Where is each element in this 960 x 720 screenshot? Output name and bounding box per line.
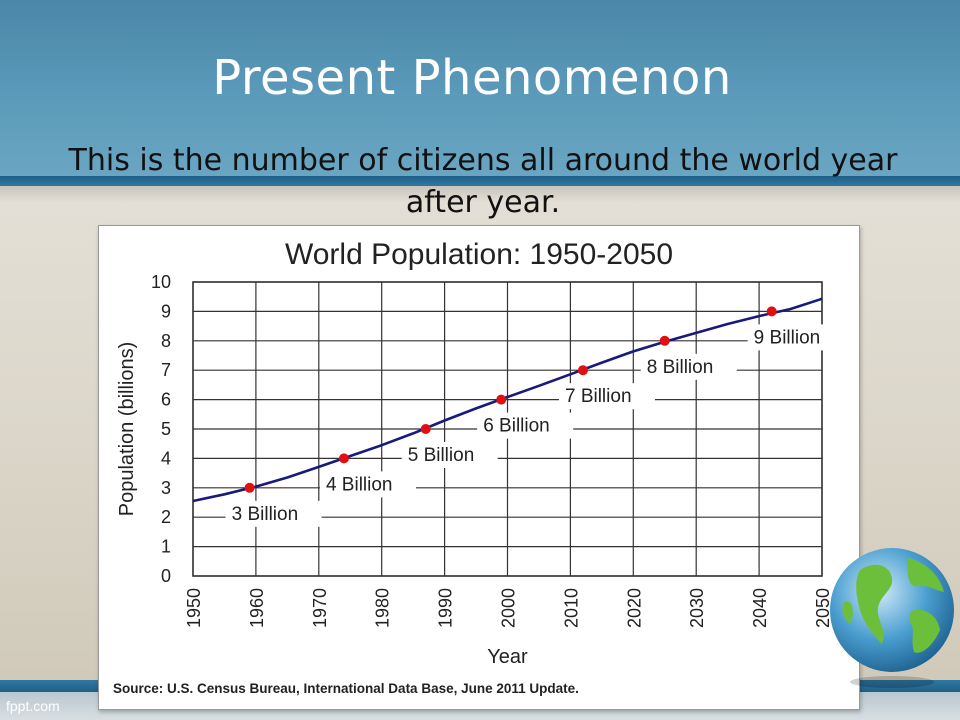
milestone-marker [338,453,349,464]
milestone-label-bg [401,442,498,468]
chart-frame: 0 1 2 3 4 5 6 7 8 9 10 1950 1960 1970 1980 1990 2000 2010… [98,225,860,710]
milestone-label-bg [558,383,655,410]
milestone-label-bg [477,412,574,439]
x-tick-label: 1970 [310,588,330,628]
x-tick-label: 1990 [436,588,456,628]
y-tick-label: 0 [161,566,171,586]
milestone-marker [766,306,777,317]
y-tick-label: 6 [161,390,171,410]
milestone-label: 6 Billion [483,416,550,437]
milestone-label: 4 Billion [326,474,393,495]
x-tick-label: 1950 [184,588,204,628]
x-tick-label: 2030 [687,588,707,628]
globe-icon [830,548,954,688]
y-tick-label: 4 [161,448,171,468]
milestone-label-bg [319,471,416,498]
x-tick-label: 2010 [561,588,581,628]
population-series-line [192,297,823,503]
header-shadow [0,186,960,202]
x-tick-label: 2040 [750,588,770,628]
slide-subtitle: This is the number of citizens all aroun… [68,143,898,220]
x-tick-label: 2050 [813,588,833,628]
chart-source: Source: U.S. Census Bureau, Internationa… [113,681,579,696]
x-axis-label: Year [487,646,528,668]
y-tick-label: 7 [161,360,171,380]
milestone-label: 9 Billion [754,327,821,348]
y-tick-label: 3 [161,478,171,498]
milestone-label: 3 Billion [232,504,299,525]
y-tick-label: 10 [151,272,171,292]
milestone-marker [659,335,670,346]
y-axis-label: Population (billions) [116,342,138,517]
y-tick-label: 2 [161,507,171,527]
y-tick-label: 1 [161,537,171,557]
y-tick-label: 9 [161,301,171,321]
x-tick-label: 1960 [247,588,267,628]
chart-series [192,297,823,503]
header-stripe [0,176,960,186]
milestone-marker [244,482,255,493]
x-tick-label: 2000 [499,588,519,628]
slide-title: Present Phenomenon [212,50,732,106]
chart-title: World Population: 1950-2050 [285,238,673,271]
chart-labels: 0 1 2 3 4 5 6 7 8 9 10 1950 1960 1970 1980 1990 2000 2010… [113,238,844,696]
milestone-label: 5 Billion [408,445,475,466]
population-chart: 0 1 2 3 4 5 6 7 8 9 10 1950 1960 1970 1980 1990 2000 2010… [113,238,844,696]
x-tick-label: 2020 [624,588,644,628]
milestone-label: 8 Billion [647,357,714,378]
x-tick-label: 1980 [373,588,393,628]
y-tick-label: 5 [161,419,171,439]
milestone-marker [496,394,507,405]
watermark: fppt.com [6,698,60,714]
milestone-label: 7 Billion [565,386,632,407]
y-tick-label: 8 [161,331,171,351]
milestone-marker [577,365,588,376]
header-band [0,0,960,176]
milestone-marker [420,424,431,434]
milestone-label-bg [225,500,322,527]
milestone-label-bg [640,353,737,380]
milestone-label-bg [747,324,844,351]
